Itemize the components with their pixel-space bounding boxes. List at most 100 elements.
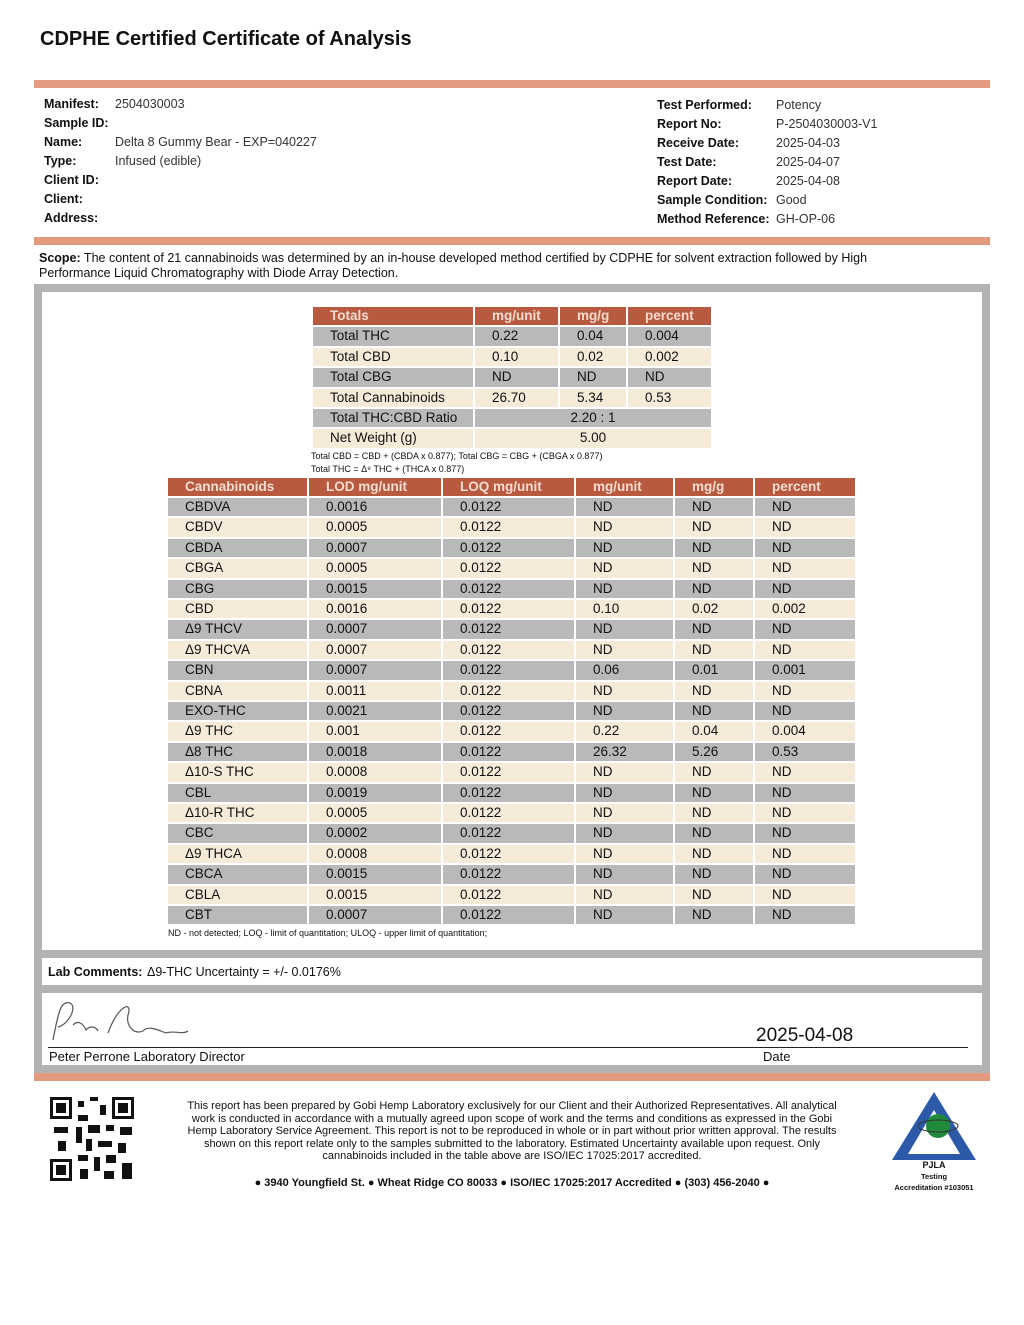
table-cell: ND — [755, 865, 855, 884]
table-cell: 0.0122 — [443, 824, 574, 843]
table-cell: Δ9 THCV — [168, 620, 307, 639]
table-cell: ND — [755, 763, 855, 782]
table-cell: 0.0122 — [443, 804, 574, 823]
divider — [34, 1073, 990, 1081]
table-cell: CBL — [168, 783, 307, 802]
field-value: Good — [776, 193, 807, 207]
table-cell: ND — [560, 368, 626, 387]
comments-panel — [42, 958, 982, 985]
qr-code — [50, 1097, 134, 1181]
table-cell: 0.0008 — [309, 844, 441, 864]
field-value: Infused (edible) — [115, 154, 202, 168]
table-cell: 0.0019 — [309, 783, 441, 802]
table-cell: Δ9 THC — [168, 722, 307, 741]
table-cell: ND — [675, 865, 753, 884]
table-cell: 0.0122 — [443, 783, 574, 802]
table-cell: 0.0122 — [443, 498, 574, 517]
table-cell: ND — [576, 804, 673, 823]
table-cell: ND — [675, 885, 753, 904]
table-cell: ND — [475, 368, 558, 387]
table-cell: ND — [576, 518, 673, 537]
table-cell: CBDV — [168, 518, 307, 537]
table-cell: ND — [755, 906, 855, 925]
table-cell: ND — [675, 763, 753, 782]
table-cell: 0.04 — [560, 327, 626, 346]
table-cell: ND — [755, 559, 855, 578]
table-cell: ND — [576, 620, 673, 639]
table-cell: 0.004 — [628, 327, 711, 346]
table-cell: 0.0007 — [309, 661, 441, 680]
table-cell: 0.0122 — [443, 885, 574, 904]
table-cell: 0.0122 — [443, 559, 574, 578]
table-cell: ND — [576, 824, 673, 843]
table-cell: 0.0122 — [443, 620, 574, 639]
table-cell: ND — [755, 783, 855, 802]
footnote: ND - not detected; LOQ - limit of quanti… — [168, 928, 488, 938]
table-cell: 0.0122 — [443, 865, 574, 884]
field-label: Report No: — [657, 117, 722, 131]
accreditor-line: Accreditation #103051 — [894, 1183, 974, 1192]
lab-address: ● 3940 Youngfield St. ● Wheat Ridge CO 8… — [254, 1177, 770, 1189]
table-cell: ND — [755, 804, 855, 823]
table-cell: 0.53 — [755, 742, 855, 762]
table-cell: 0.0122 — [443, 763, 574, 782]
table-cell: CBN — [168, 661, 307, 680]
field-value: Delta 8 Gummy Bear - EXP=040227 — [115, 135, 317, 149]
table-cell: 0.10 — [475, 347, 558, 367]
table-cell: 0.0005 — [309, 804, 441, 823]
table-cell: ND — [675, 702, 753, 721]
field-label: Manifest: — [44, 97, 99, 111]
table-cell: 0.0002 — [309, 824, 441, 843]
table-cell: Δ10-S THC — [168, 763, 307, 782]
table-cell: ND — [755, 681, 855, 700]
field-label: Client: — [44, 192, 83, 206]
table-cell: Total Cannabinoids — [313, 388, 473, 407]
table-cell: Δ8 THC — [168, 742, 307, 762]
table-cell: 0.0122 — [443, 702, 574, 721]
table-header-cell: mg/g — [675, 477, 753, 496]
table-cell: ND — [576, 538, 673, 558]
table-cell: 0.0015 — [309, 579, 441, 598]
table-cell: ND — [675, 579, 753, 598]
table-header-cell: Totals — [313, 307, 473, 326]
table-cell: 0.0122 — [443, 600, 574, 619]
table-cell: 5.00 — [475, 429, 711, 448]
table-cell: 0.02 — [675, 600, 753, 619]
table-cell: ND — [576, 559, 673, 578]
table-cell: ND — [576, 906, 673, 925]
table-cell: CBT — [168, 906, 307, 925]
scope-text: The content of 21 cannabinoids was deter… — [39, 251, 868, 280]
table-cell: 0.0016 — [309, 600, 441, 619]
table-cell: 0.0018 — [309, 742, 441, 762]
table-cell: ND — [675, 518, 753, 537]
field-label: Sample ID: — [44, 116, 109, 130]
table-cell: 0.0015 — [309, 865, 441, 884]
table-cell: 0.10 — [576, 600, 673, 619]
field-label: Type: — [44, 154, 77, 168]
table-cell: ND — [755, 702, 855, 721]
table-cell: 0.0007 — [309, 620, 441, 639]
table-cell: 0.0122 — [443, 661, 574, 680]
field-label: Test Performed: — [657, 98, 752, 112]
field-value: P-2504030003-V1 — [776, 117, 878, 131]
table-cell: ND — [675, 681, 753, 700]
table-cell: 5.26 — [675, 742, 753, 762]
signatory: Peter Perrone Laboratory Director — [49, 1049, 245, 1064]
table-cell: 0.0122 — [443, 844, 574, 864]
table-header-cell: percent — [755, 477, 855, 496]
field-label: Test Date: — [657, 155, 717, 169]
divider — [34, 80, 990, 88]
table-cell: CBC — [168, 824, 307, 843]
table-cell: 26.70 — [475, 388, 558, 407]
table-cell: 0.0005 — [309, 559, 441, 578]
table-cell: ND — [576, 844, 673, 864]
table-cell: 26.32 — [576, 742, 673, 762]
date-label: Date — [763, 1049, 791, 1064]
table-cell: ND — [675, 783, 753, 802]
table-cell: ND — [576, 640, 673, 660]
table-cell: Net Weight (g) — [313, 429, 473, 448]
table-cell: 0.0122 — [443, 640, 574, 660]
table-cell: 0.0007 — [309, 906, 441, 925]
table-cell: 0.22 — [475, 327, 558, 346]
table-cell: 0.0007 — [309, 640, 441, 660]
